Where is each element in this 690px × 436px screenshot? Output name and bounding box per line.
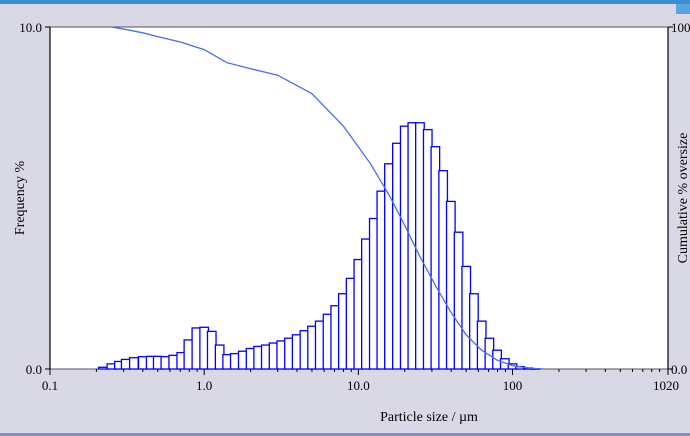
x-axis-ticks: [49, 369, 669, 375]
cumulative-oversize-line: [111, 26, 545, 370]
frequency-bar: [183, 339, 194, 370]
y-right-tick-label: 0.0: [671, 362, 687, 377]
left-axis: [45, 26, 51, 370]
x-tick-label: 10.0: [347, 378, 370, 393]
y-left-tick-label: 0.0: [26, 362, 42, 377]
x-axis-tick-labels: 0.1 1.0 10.0 100 1020: [42, 378, 679, 393]
frequency-bar: [168, 354, 179, 370]
frequency-bar: [229, 352, 240, 370]
y-right-tick-label: 100: [671, 20, 690, 35]
x-tick-label: 1.0: [196, 378, 212, 393]
x-tick-label: 1020: [653, 378, 679, 393]
window-corner: [676, 4, 690, 14]
frequency-bars: [97, 122, 541, 370]
frequency-bar: [128, 357, 139, 370]
right-axis: [667, 26, 673, 370]
frequency-bar: [97, 366, 108, 370]
y-left-tick-label: 10.0: [19, 20, 42, 35]
x-tick-label: 100: [503, 378, 523, 393]
x-tick-label: 0.1: [42, 378, 58, 393]
y-right-axis-title: Cumulative % oversize: [676, 133, 690, 264]
x-axis-title: Particle size / µm: [380, 410, 478, 425]
frequency-bar: [120, 358, 131, 370]
y-left-axis-title: Frequency %: [13, 161, 28, 236]
